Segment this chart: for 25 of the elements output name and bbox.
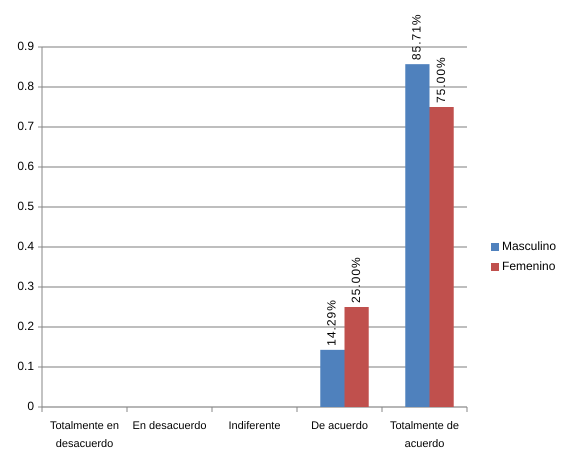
data-label: 25.00% [348,256,363,303]
y-tick-label: 0.7 [17,119,34,134]
y-tick-label: 0.5 [17,199,34,214]
y-tick-label: 0.3 [17,279,34,294]
bar [344,307,369,407]
bar [430,107,454,407]
x-tick-label: Indiferente [228,420,280,432]
y-tick-label: 0.1 [17,359,34,374]
y-tick-label: 0.9 [17,39,34,54]
y-tick-label: 0.8 [17,79,34,94]
x-tick-label: De acuerdo [311,420,368,432]
data-label: 75.00% [434,56,448,103]
legend-label: Masculino [502,239,556,254]
bar [320,350,344,407]
x-tick-label: Totalmente de acuerdo [390,420,460,450]
bar [405,64,430,407]
y-tick-label: 0.6 [17,159,34,174]
y-tick-label: 0 [27,399,34,414]
x-tick-label: Totalmente en desacuerdo [50,420,120,450]
x-tick-label: En desacuerdo [132,420,206,432]
legend-label: Femenino [502,259,556,274]
y-tick-label: 0.2 [17,319,34,334]
data-label: 14.29% [324,299,339,346]
data-label: 85.71% [410,13,424,60]
y-tick-label: 0.4 [17,239,34,254]
